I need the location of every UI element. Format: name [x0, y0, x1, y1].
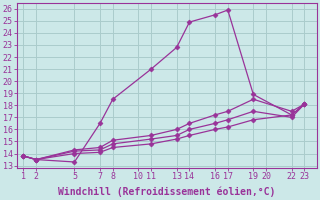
X-axis label: Windchill (Refroidissement éolien,°C): Windchill (Refroidissement éolien,°C) — [58, 187, 276, 197]
